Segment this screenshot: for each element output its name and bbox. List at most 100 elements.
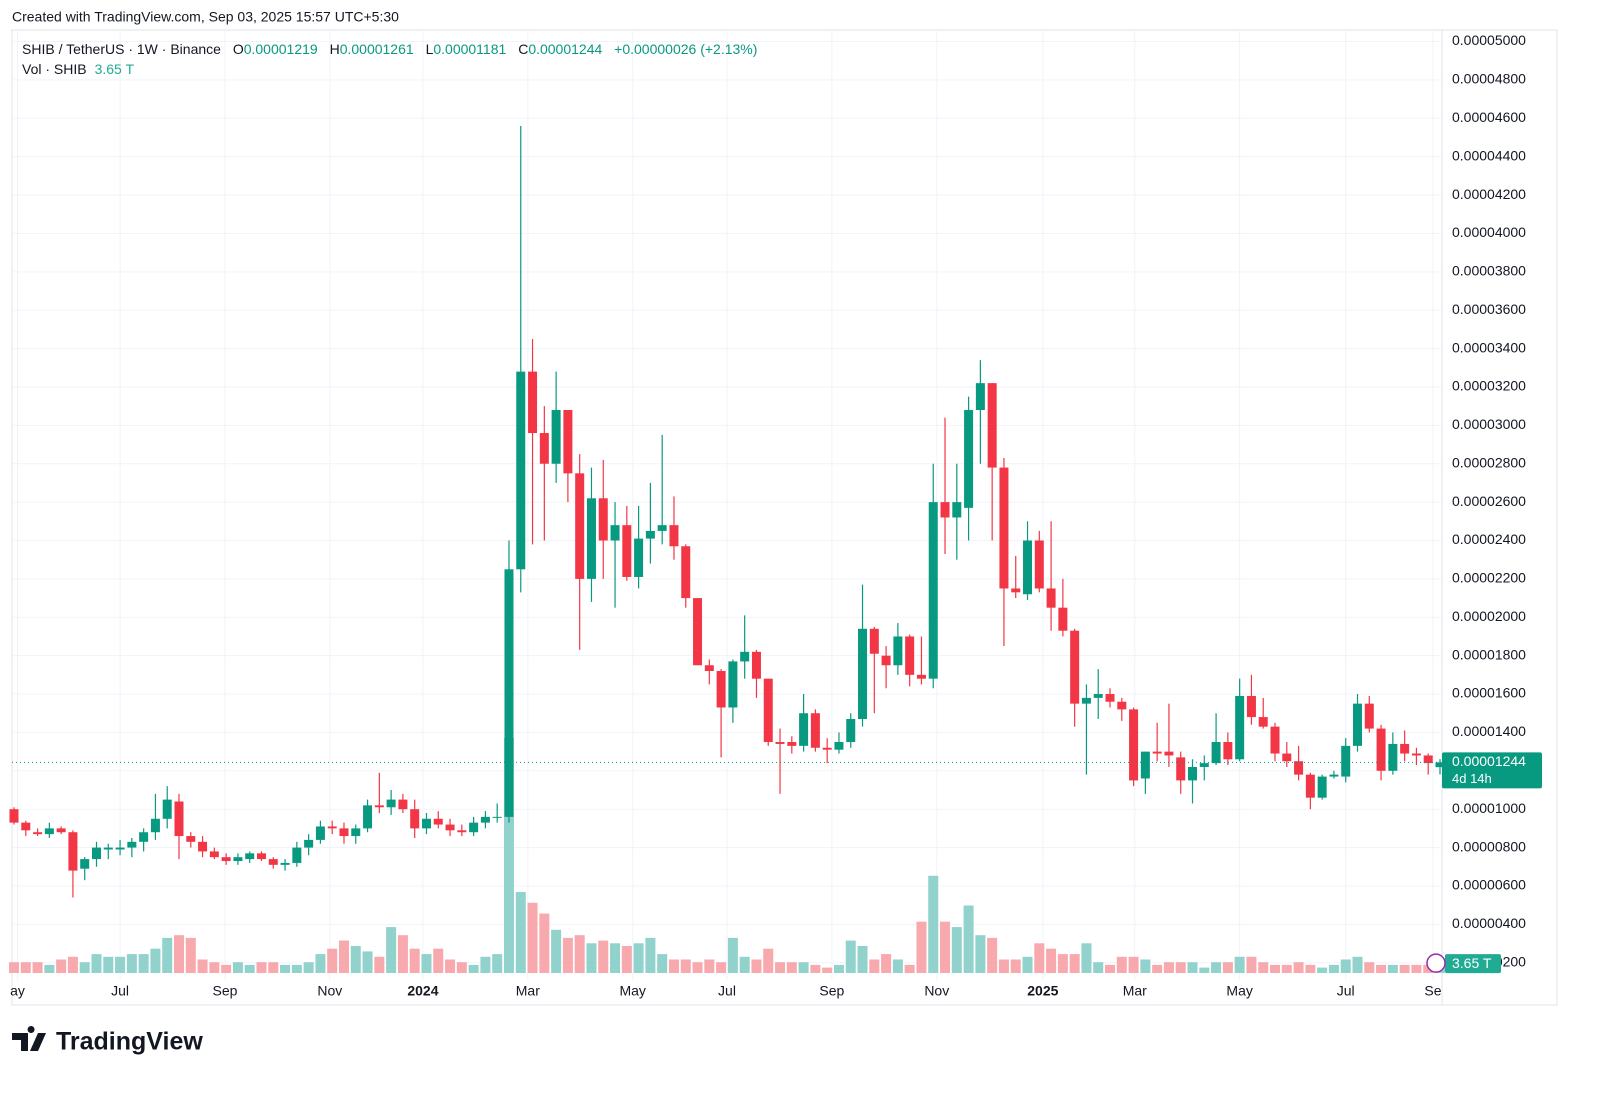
candle-body xyxy=(150,818,160,833)
change: +0.00000026 (+2.13%) xyxy=(614,41,757,57)
volume-bar xyxy=(1340,959,1351,973)
candle-body xyxy=(492,816,502,818)
volume-bar xyxy=(1057,954,1068,973)
candle-body xyxy=(80,859,90,869)
volume-pane xyxy=(9,738,1445,973)
candle-body xyxy=(1023,540,1033,595)
volume-bar xyxy=(1022,956,1033,973)
volume-bar xyxy=(1411,964,1422,973)
axes: 0.000002000.000004000.000006000.00000800… xyxy=(10,32,1542,999)
candle-body xyxy=(433,818,443,825)
candle-body xyxy=(763,678,773,743)
candle-body xyxy=(693,598,703,666)
candle-body xyxy=(209,851,219,858)
candle-body xyxy=(221,857,231,862)
candle-body xyxy=(1235,695,1245,760)
candle-body xyxy=(975,383,985,410)
candle-body xyxy=(457,830,467,833)
volume-bar xyxy=(1199,967,1210,973)
volume-bar xyxy=(975,935,986,973)
candle-body xyxy=(91,847,101,860)
candle-body xyxy=(1081,697,1091,704)
volume-bar xyxy=(1352,956,1363,973)
volume-bar xyxy=(668,959,679,973)
l-key: L xyxy=(426,41,434,57)
close: 0.00001244 xyxy=(528,41,602,57)
x-tick-label: Nov xyxy=(317,983,342,999)
volume-bar xyxy=(350,945,361,973)
open: 0.00001219 xyxy=(244,41,318,57)
countdown: 4d 14h xyxy=(1452,771,1492,786)
candle-body xyxy=(292,847,302,863)
candle-body xyxy=(1140,751,1150,779)
candle-body xyxy=(834,742,844,750)
volume-bar xyxy=(692,962,703,973)
y-tick-label: 0.00002800 xyxy=(1452,454,1526,470)
volume-bar xyxy=(221,964,232,973)
y-tick-label: 0.00003000 xyxy=(1452,416,1526,432)
volume-bar xyxy=(409,948,420,973)
volume-bar xyxy=(763,948,774,973)
candle-body xyxy=(1305,774,1315,798)
candle-body xyxy=(33,832,43,835)
candle-body xyxy=(386,799,396,808)
candle-body xyxy=(539,433,549,464)
candle-body xyxy=(858,628,868,719)
candle-body xyxy=(586,498,596,579)
candle-body xyxy=(21,822,31,831)
volume-bar xyxy=(963,905,974,973)
volume-bar xyxy=(315,954,326,973)
candle-body xyxy=(9,809,19,823)
volume-bar xyxy=(716,962,727,973)
candle-body xyxy=(893,636,903,666)
x-tick-label: Se xyxy=(1424,983,1441,999)
candle-body xyxy=(516,371,526,570)
volume-bar xyxy=(456,962,467,973)
volume-bar xyxy=(44,964,55,973)
x-tick-label: ay xyxy=(10,983,25,999)
y-tick-label: 0.00004600 xyxy=(1452,109,1526,125)
volume-bar xyxy=(621,945,632,973)
volume-bar xyxy=(551,929,562,973)
y-tick-label: 0.00004800 xyxy=(1452,71,1526,87)
volume-bar xyxy=(610,943,621,973)
volume-bar xyxy=(798,962,809,973)
candle-body xyxy=(162,799,172,819)
volume-bar xyxy=(280,964,291,973)
volume-bar xyxy=(197,959,208,973)
candle-body xyxy=(1411,753,1421,756)
y-tick-label: 0.00002200 xyxy=(1452,570,1526,586)
x-tick-label: Sep xyxy=(212,983,237,999)
candle-body xyxy=(44,828,54,835)
volume-bar xyxy=(126,954,137,973)
candle-body xyxy=(704,665,714,672)
candle-body xyxy=(233,857,243,862)
volume-bar xyxy=(162,937,173,973)
volume-bar xyxy=(998,959,1009,973)
volume-bar xyxy=(327,948,338,973)
candle-body xyxy=(1117,701,1127,710)
volume-bar xyxy=(1081,943,1092,973)
vol-value: 3.65 T xyxy=(95,61,135,77)
volume-bar xyxy=(56,959,67,973)
candle-body xyxy=(421,818,431,829)
volume-bar xyxy=(374,956,385,973)
x-tick-label: Mar xyxy=(1123,983,1147,999)
y-tick-label: 0.00003600 xyxy=(1452,301,1526,317)
volume-bar xyxy=(445,959,456,973)
candle-body xyxy=(916,674,926,679)
candle-body xyxy=(751,651,761,679)
volume-bar xyxy=(657,954,668,973)
candle-body xyxy=(1188,766,1198,781)
candle-body xyxy=(363,805,373,829)
candle-body xyxy=(1435,762,1445,768)
volume-bar xyxy=(1270,964,1281,973)
volume-bar xyxy=(1163,962,1174,973)
candle-body xyxy=(905,636,915,675)
volume-bar xyxy=(338,940,349,973)
volume-bar xyxy=(786,962,797,973)
candle-body xyxy=(374,805,384,808)
candle-body xyxy=(1058,607,1068,631)
volume-bar xyxy=(1093,962,1104,973)
candle-body xyxy=(339,828,349,837)
